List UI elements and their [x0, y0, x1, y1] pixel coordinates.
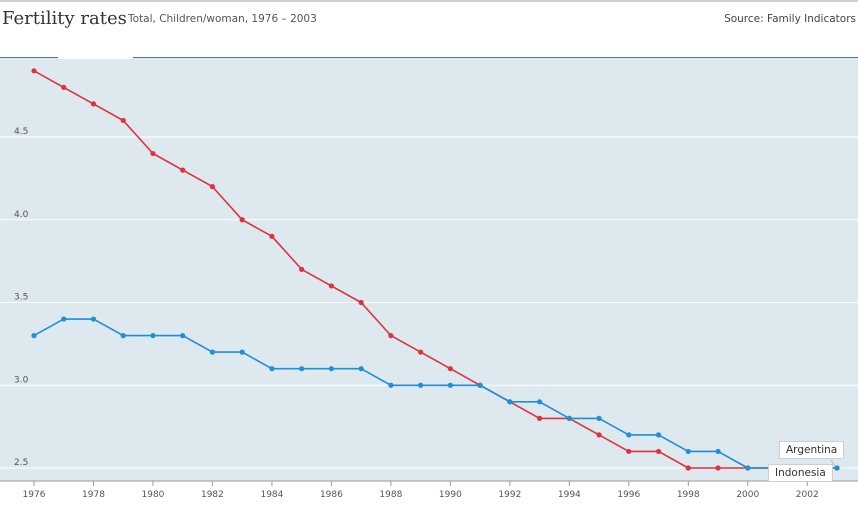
data-point-argentina [328, 283, 335, 289]
data-point-indonesia [328, 366, 335, 372]
data-point-argentina [447, 366, 453, 372]
data-point-argentina [150, 150, 156, 157]
x-tick-label: 2000 [736, 490, 759, 500]
x-tick-label: 1994 [558, 490, 581, 500]
data-point-argentina [61, 84, 67, 90]
top-rule [0, 0, 858, 2]
series-label-argentina: Argentina [779, 441, 845, 459]
series-line-indonesia [33, 318, 837, 469]
data-point-indonesia [61, 316, 67, 322]
data-point-argentina [269, 233, 275, 239]
data-point-indonesia [269, 366, 275, 372]
data-point-indonesia [507, 399, 513, 405]
x-tick-label: 1976 [23, 490, 46, 500]
data-point-indonesia [239, 349, 245, 355]
data-point-argentina [90, 101, 97, 107]
data-point-argentina [299, 266, 305, 272]
x-tick-label: 1980 [142, 490, 165, 500]
data-point-indonesia [31, 333, 37, 339]
data-point-argentina [31, 68, 37, 74]
x-tick-label: 1986 [320, 490, 343, 500]
x-tick-label: 1998 [677, 490, 700, 500]
label-leader-argentina [830, 459, 836, 467]
data-point-indonesia [566, 415, 572, 421]
x-tick-label: 1984 [260, 490, 283, 500]
data-point-indonesia [536, 399, 543, 405]
data-point-argentina [596, 432, 602, 438]
x-tick-label: 1996 [617, 490, 640, 500]
x-tick-label: 1982 [201, 490, 224, 500]
data-point-argentina [685, 465, 691, 471]
data-point-argentina [209, 184, 216, 190]
data-point-indonesia [90, 316, 97, 322]
x-tick-label: 1988 [379, 490, 402, 500]
data-point-argentina [358, 299, 364, 306]
data-point-indonesia [745, 465, 751, 471]
source-label: Source: Family Indicators [724, 13, 856, 25]
data-point-indonesia [655, 432, 662, 438]
y-tick-label: 3.5 [14, 293, 28, 303]
data-point-indonesia [447, 382, 453, 388]
x-axis-strip [0, 481, 858, 507]
data-point-indonesia [596, 415, 602, 421]
data-point-indonesia [834, 465, 840, 471]
header-divider [0, 57, 858, 58]
x-tick-label: 1990 [439, 490, 462, 500]
chart-subtitle: Total, Children/woman, 1976 – 2003 [128, 13, 317, 25]
tab-indicator [58, 57, 133, 59]
data-point-argentina [180, 167, 186, 173]
data-point-indonesia [388, 382, 394, 388]
x-tick-label: 1992 [498, 490, 521, 500]
data-point-argentina [715, 465, 721, 471]
data-point-indonesia [150, 333, 156, 339]
plot-area [0, 58, 858, 481]
y-tick-label: 2.5 [14, 458, 28, 468]
data-point-argentina [536, 415, 543, 421]
data-point-indonesia [209, 349, 216, 355]
series-line-argentina [33, 70, 837, 469]
data-point-indonesia [715, 448, 721, 455]
data-point-argentina [239, 217, 245, 223]
data-point-argentina [655, 448, 662, 455]
data-point-indonesia [685, 448, 691, 455]
x-tick-label: 1978 [82, 490, 105, 500]
data-point-indonesia [418, 382, 424, 388]
data-point-argentina [418, 349, 424, 355]
data-point-argentina [388, 333, 394, 339]
y-tick-label: 4.0 [14, 210, 29, 220]
data-point-indonesia [180, 333, 186, 339]
y-tick-label: 4.5 [14, 127, 28, 137]
data-point-indonesia [120, 333, 126, 339]
data-point-indonesia [477, 382, 483, 388]
data-point-argentina [120, 117, 126, 124]
series-label-indonesia: Indonesia [768, 464, 833, 482]
data-point-indonesia [626, 432, 632, 438]
data-point-argentina [626, 448, 632, 455]
y-tick-label: 3.0 [14, 375, 29, 385]
chart-title: Fertility rates [2, 8, 127, 29]
chart-header: Fertility rates Total, Children/woman, 1… [0, 0, 858, 59]
data-point-indonesia [358, 366, 364, 372]
data-point-indonesia [299, 366, 305, 372]
x-tick-label: 2002 [796, 490, 819, 500]
